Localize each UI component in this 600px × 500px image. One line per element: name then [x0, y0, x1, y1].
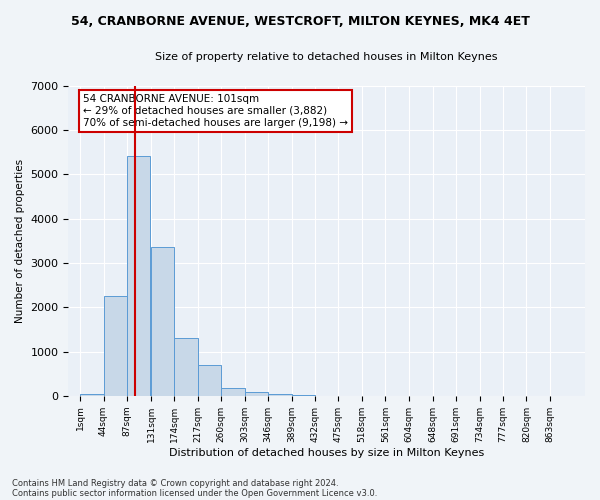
Bar	[268, 394, 292, 396]
Bar	[175, 338, 198, 396]
Bar	[151, 248, 175, 396]
Text: Contains public sector information licensed under the Open Government Licence v3: Contains public sector information licen…	[12, 488, 377, 498]
Bar	[221, 388, 245, 396]
Bar	[104, 296, 127, 396]
Title: Size of property relative to detached houses in Milton Keynes: Size of property relative to detached ho…	[155, 52, 498, 62]
Bar	[80, 394, 104, 396]
Bar	[198, 365, 221, 396]
Text: 54, CRANBORNE AVENUE, WESTCROFT, MILTON KEYNES, MK4 4ET: 54, CRANBORNE AVENUE, WESTCROFT, MILTON …	[71, 15, 529, 28]
X-axis label: Distribution of detached houses by size in Milton Keynes: Distribution of detached houses by size …	[169, 448, 484, 458]
Text: 54 CRANBORNE AVENUE: 101sqm
← 29% of detached houses are smaller (3,882)
70% of : 54 CRANBORNE AVENUE: 101sqm ← 29% of det…	[83, 94, 348, 128]
Bar	[127, 156, 151, 396]
Y-axis label: Number of detached properties: Number of detached properties	[15, 158, 25, 322]
Bar	[245, 392, 268, 396]
Text: Contains HM Land Registry data © Crown copyright and database right 2024.: Contains HM Land Registry data © Crown c…	[12, 478, 338, 488]
